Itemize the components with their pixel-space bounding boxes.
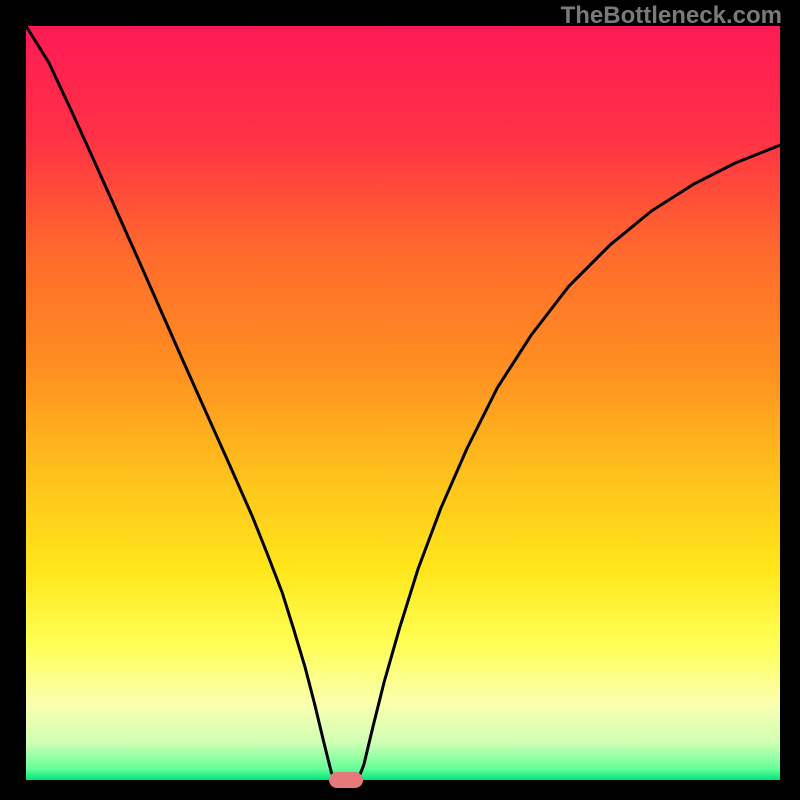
bottleneck-marker [329,772,363,788]
curve-left-branch [26,26,335,780]
marker-pill [329,772,363,788]
plot-area [26,26,780,780]
chart-container: { "type": "line", "canvas": { "width": 8… [0,0,800,800]
curve-right-branch [358,145,780,780]
curve-layer [26,26,780,780]
watermark-text: TheBottleneck.com [561,2,782,30]
